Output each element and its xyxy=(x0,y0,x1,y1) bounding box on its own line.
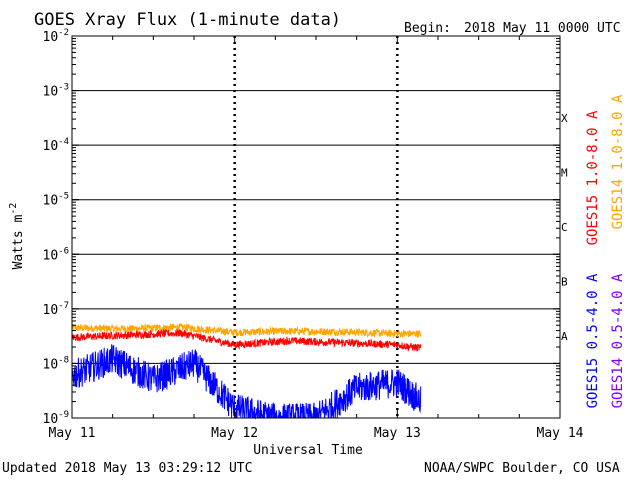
flare-class-label: A xyxy=(561,330,568,343)
y-tick-label: 10-9 xyxy=(43,410,70,427)
x-tick-label: May 11 xyxy=(49,426,96,441)
y-tick-label: 10-8 xyxy=(43,355,70,372)
begin-label: Begin: xyxy=(404,21,451,36)
x-tick-label: May 12 xyxy=(211,426,258,441)
y-axis-label: Watts m-2 xyxy=(8,203,26,270)
x-tick-label: May 13 xyxy=(374,426,421,441)
flare-class-label: M xyxy=(561,166,568,179)
flare-class-label: B xyxy=(561,276,568,289)
x-tick-label: May 14 xyxy=(537,426,584,441)
begin-date: 2018 May 11 0000 UTC xyxy=(464,21,621,36)
y-tick-label: 10-6 xyxy=(43,246,70,263)
y-tick-label: 10-5 xyxy=(43,192,70,209)
series-line xyxy=(71,323,422,339)
gridlines xyxy=(72,36,560,418)
series-line xyxy=(71,344,422,420)
flare-class-label: C xyxy=(561,221,568,234)
x-axis-label: Universal Time xyxy=(253,443,363,458)
y-tick-label: 10-4 xyxy=(43,137,70,154)
y-tick-label: 10-3 xyxy=(43,83,70,100)
y-tick-label: 10-7 xyxy=(43,301,70,318)
chart-title: GOES Xray Flux (1-minute data) xyxy=(34,10,341,30)
series-group xyxy=(71,323,422,420)
legend-entry: GOES14 0.5-4.0 A xyxy=(610,273,626,408)
flare-class-label: X xyxy=(561,112,568,125)
legend-entry: GOES15 0.5-4.0 A xyxy=(585,273,601,408)
legend: GOES15 1.0-8.0 A GOES14 1.0-8.0 A GOES15 0… xyxy=(585,94,626,408)
legend-entry: GOES15 1.0-8.0 A xyxy=(585,110,601,245)
legend-entry: GOES14 1.0-8.0 A xyxy=(610,94,626,229)
updated-timestamp: Updated 2018 May 13 03:29:12 UTC xyxy=(2,461,252,476)
series-line xyxy=(71,328,422,352)
axes: 10-9 10-8 10-7 10-6 10-5 10-4 10-3 10-2 May 11 Ma… xyxy=(43,28,584,441)
plot-frame xyxy=(71,35,561,419)
y-tick-label: 10-2 xyxy=(43,28,70,45)
credit-label: NOAA/SWPC Boulder, CO USA xyxy=(424,461,620,476)
